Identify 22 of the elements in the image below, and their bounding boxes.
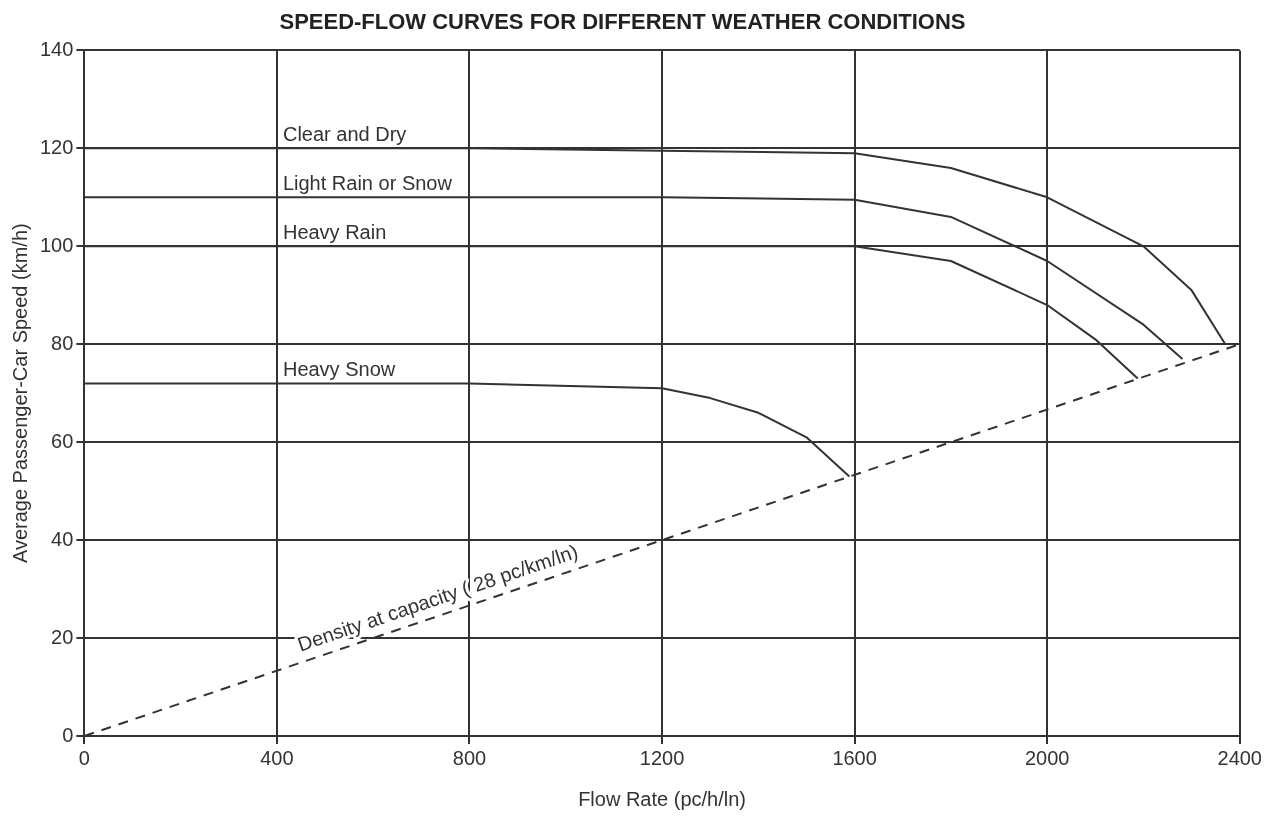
- x-axis-title: Flow Rate (pc/h/ln): [578, 787, 746, 810]
- x-tick-label: 2000: [1024, 746, 1070, 769]
- y-axis-title: Average Passenger-Car Speed (km/h): [8, 223, 31, 564]
- series-label: Clear and Dry: [282, 122, 407, 145]
- y-tick-label: 20: [51, 625, 74, 648]
- y-tick-label: 120: [39, 135, 74, 158]
- series-label: Heavy Snow: [282, 357, 396, 380]
- x-tick-label: 0: [78, 746, 90, 769]
- y-tick-label: 80: [51, 331, 74, 354]
- y-tick-label: 60: [51, 429, 74, 452]
- y-tick-label: 140: [39, 37, 74, 60]
- x-tick-label: 400: [260, 746, 294, 769]
- y-tick-label: 40: [51, 527, 74, 550]
- x-tick-label: 1600: [832, 746, 877, 769]
- chart-title: SPEED-FLOW CURVES FOR DIFFERENT WEATHER CONDITIONS: [279, 9, 966, 35]
- series-label: Light Rain or Snow: [282, 171, 453, 194]
- y-tick-label: 0: [62, 723, 74, 746]
- x-tick-label: 800: [452, 746, 487, 769]
- series-label: Heavy Rain: [282, 220, 387, 243]
- y-tick-label: 100: [39, 233, 74, 256]
- x-tick-label: 1200: [639, 746, 685, 769]
- x-tick-label: 2400: [1217, 746, 1262, 769]
